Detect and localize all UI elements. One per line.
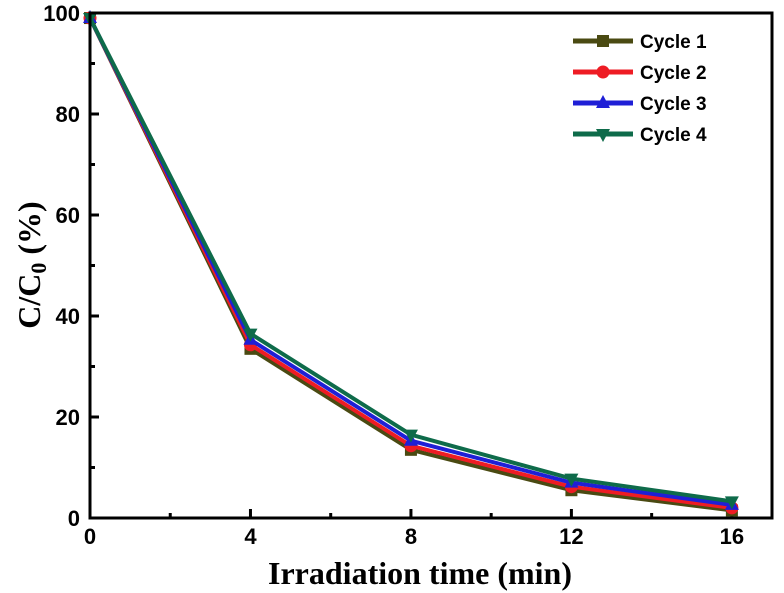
- legend-label: Cycle 1: [640, 32, 707, 53]
- legend-label: Cycle 4: [640, 125, 707, 146]
- legend-item: Cycle 4: [573, 125, 707, 146]
- y-tick-label: 60: [56, 203, 80, 228]
- legend-label: Cycle 2: [640, 63, 707, 84]
- x-tick-label: 0: [84, 524, 96, 549]
- data-point: [564, 473, 579, 487]
- x-axis-title: Irradiation time (min): [268, 555, 572, 591]
- series-4: [83, 13, 739, 510]
- data-point: [243, 328, 258, 342]
- y-tick-label: 0: [68, 506, 80, 531]
- y-tick-label: 100: [43, 1, 80, 26]
- legend-marker: [596, 65, 610, 79]
- legend-item: Cycle 1: [573, 32, 707, 53]
- legend-item: Cycle 3: [573, 94, 707, 115]
- plot-frame: [88, 11, 774, 520]
- series-layer: [83, 10, 739, 517]
- y-tick-label: 20: [56, 405, 80, 430]
- legend-item: Cycle 2: [573, 63, 707, 84]
- data-point: [403, 429, 418, 443]
- y-axis-title: C/C0 (%): [11, 201, 51, 328]
- x-tick-label: 12: [559, 524, 583, 549]
- legend-marker: [597, 35, 609, 47]
- x-tick-label: 16: [720, 524, 744, 549]
- y-axis-title-main: C/C: [11, 274, 47, 329]
- legend-marker: [596, 129, 610, 142]
- series-line: [88, 17, 733, 504]
- tick-labels: 0 4 8 12 16 0 20 40 60 80 100: [43, 1, 744, 549]
- y-axis-title-subscript: 0: [26, 263, 51, 274]
- x-tick-label: 4: [244, 524, 257, 549]
- y-tick-label: 80: [56, 102, 80, 127]
- y-tick-label: 40: [56, 304, 80, 329]
- legend-label: Cycle 3: [640, 94, 707, 115]
- data-point: [724, 496, 739, 510]
- legend-marker: [596, 95, 610, 108]
- y-axis-title-unit: (%): [11, 201, 47, 262]
- x-tick-label: 8: [405, 524, 417, 549]
- legend: Cycle 1 Cycle 2 Cycle 3 Cycle 4: [573, 32, 707, 146]
